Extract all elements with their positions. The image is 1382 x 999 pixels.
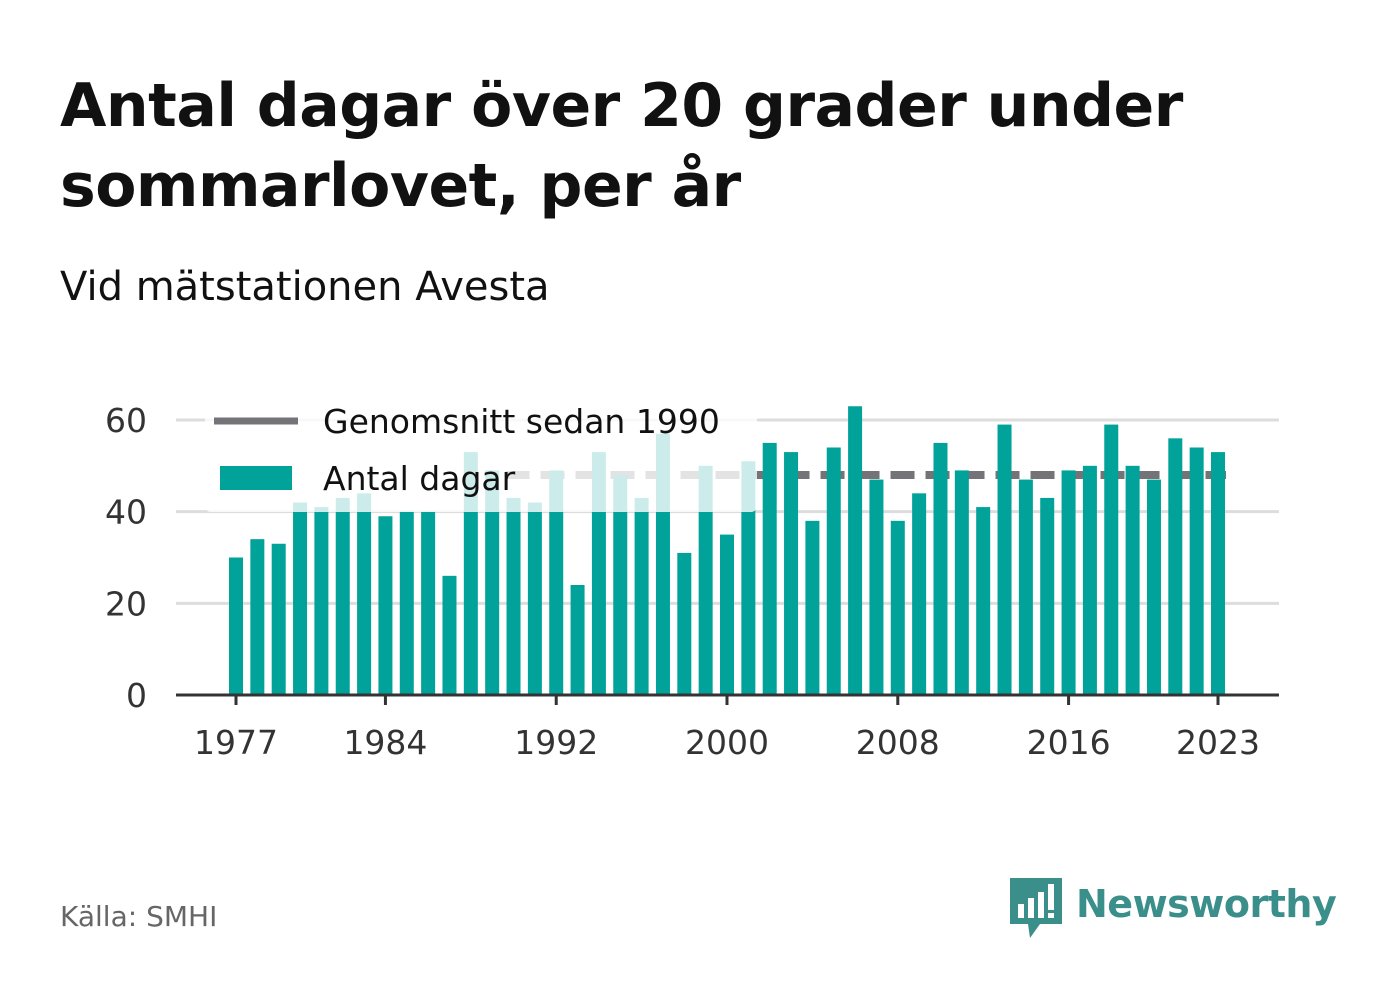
x-tick-label: 2023	[1176, 723, 1260, 762]
bar	[463, 452, 478, 695]
bar	[229, 557, 243, 695]
bar	[1082, 465, 1097, 695]
bar	[314, 507, 329, 695]
bar	[976, 507, 991, 695]
bar	[848, 406, 863, 695]
brand-logo: Newsworthy	[1010, 878, 1337, 940]
bar	[506, 497, 521, 695]
newsworthy-logo-icon	[1010, 878, 1062, 938]
chart-subtitle: Vid mätstationen Avesta	[60, 264, 550, 310]
bar	[293, 502, 308, 695]
bar-chart: Genomsnitt sedan 1990 Antal dagar 0 20 40 6…	[105, 398, 1279, 762]
bar	[1146, 479, 1161, 695]
x-tick-label: 1977	[194, 723, 278, 762]
bar	[677, 552, 692, 695]
bar	[784, 452, 799, 695]
bar	[378, 516, 393, 695]
bar	[271, 543, 286, 695]
bar	[613, 475, 628, 695]
bar	[485, 470, 500, 695]
bar	[591, 452, 606, 695]
bar	[762, 442, 777, 695]
bar	[549, 470, 564, 695]
bar	[869, 479, 884, 695]
legend-bars-label: Antal dagar	[323, 459, 516, 498]
bar	[1189, 447, 1204, 695]
bar	[954, 470, 969, 695]
y-tick-label: 40	[105, 493, 147, 532]
bar	[698, 465, 713, 695]
y-tick-label: 0	[126, 676, 147, 715]
bar	[570, 585, 585, 695]
axes: 0 20 40 60 1977 1984 1992 2000 2008 2016 2023	[105, 401, 1279, 762]
bar	[634, 497, 649, 695]
bar	[1104, 424, 1119, 695]
bar	[720, 534, 735, 695]
y-tick-label: 20	[105, 584, 147, 623]
bar	[357, 493, 372, 695]
x-tick-label: 1992	[514, 723, 598, 762]
x-tick-label: 2000	[685, 723, 769, 762]
bar	[805, 520, 820, 695]
x-tick-label: 2016	[1027, 723, 1111, 762]
legend-average-label: Genomsnitt sedan 1990	[323, 402, 720, 441]
brand-name: Newsworthy	[1076, 882, 1337, 926]
legend-bars-swatch	[220, 466, 292, 490]
bar	[741, 461, 756, 695]
legend: Genomsnitt sedan 1990 Antal dagar	[214, 402, 720, 498]
legend-background	[205, 398, 757, 512]
chart-title: Antal dagar över 20 grader under sommarl…	[60, 71, 1183, 221]
bar	[1040, 497, 1055, 695]
bar	[1061, 470, 1076, 695]
bar	[1211, 452, 1226, 695]
bar	[335, 497, 350, 695]
bar	[933, 442, 948, 695]
bar	[890, 520, 905, 695]
bar	[399, 511, 414, 695]
source-credit: Källa: SMHI	[60, 900, 218, 933]
bar	[250, 539, 265, 695]
bar	[912, 493, 927, 695]
y-tick-label: 60	[105, 401, 147, 440]
legend-backdrop	[205, 398, 757, 512]
bar	[1168, 438, 1183, 695]
x-tick-label: 1984	[343, 723, 427, 762]
bar	[442, 575, 457, 695]
bar	[826, 447, 841, 695]
x-tick-label: 2008	[856, 723, 940, 762]
bar	[1018, 479, 1033, 695]
bar	[997, 424, 1012, 695]
bar	[1125, 465, 1140, 695]
bar	[527, 502, 542, 695]
bar	[421, 511, 436, 695]
